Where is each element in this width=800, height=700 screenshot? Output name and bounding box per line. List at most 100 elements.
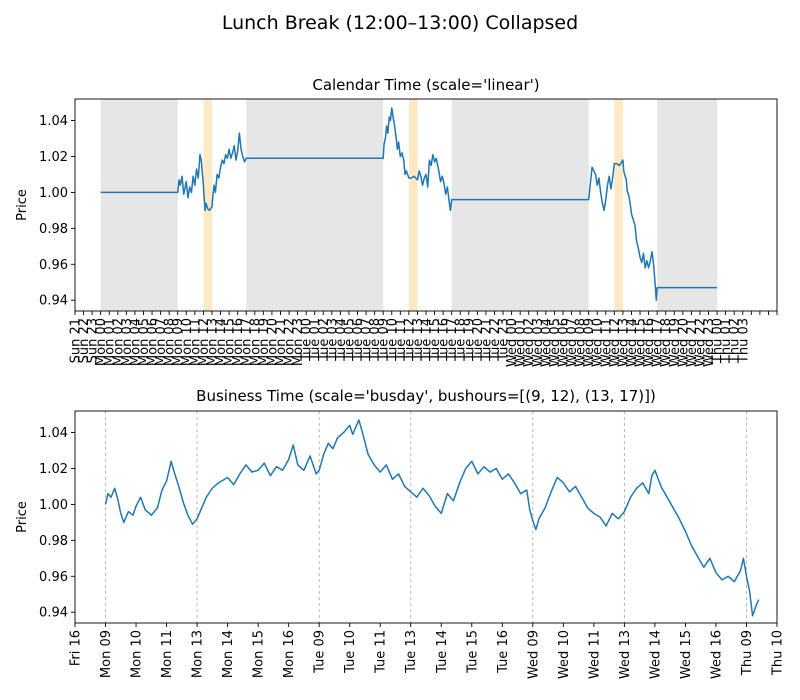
x-tick-label: Mon 06: [146, 318, 161, 366]
x-tick-label: Tue 10: [385, 318, 400, 362]
x-tick-label: Mon 02: [111, 318, 126, 366]
x-tick-label: Wed 10: [591, 318, 606, 367]
x-tick-label: Mon 11: [188, 318, 203, 366]
x-tick-label: Wed 15: [634, 318, 649, 367]
y-tick-label: 0.98: [39, 222, 68, 237]
figure-title: Lunch Break (12:00–13:00) Collapsed: [222, 12, 578, 34]
x-tick-label: Tue 11: [374, 630, 389, 674]
x-tick-label: Mon 09: [171, 318, 186, 366]
x-tick-label: Wed 23: [702, 318, 717, 367]
x-tick-label: Mon 09: [99, 630, 114, 678]
x-tick-label: Tue 21: [479, 318, 494, 362]
x-tick-label: Tue 09: [377, 318, 392, 362]
y-tick-label: 0.94: [39, 606, 68, 621]
x-tick-label: Tue 12: [402, 318, 417, 362]
x-tick-label: Wed 19: [668, 318, 683, 367]
x-tick-label: Wed 11: [587, 630, 602, 679]
x-tick-label: Wed 06: [556, 318, 571, 367]
x-tick-label: Wed 03: [531, 318, 546, 367]
x-tick-label: Mon 17: [240, 318, 255, 366]
chart-title: Business Time (scale='busday', bushours=…: [196, 387, 656, 405]
x-tick-label: Wed 04: [539, 318, 554, 367]
chart-title: Calendar Time (scale='linear'): [312, 76, 539, 94]
x-tick-label: Wed 01: [514, 318, 529, 367]
x-tick-label: Tue 05: [342, 318, 357, 362]
x-tick-label: Mon 08: [163, 318, 178, 366]
x-tick-label: Mon 05: [137, 318, 152, 366]
x-tick-label: Mon 07: [154, 318, 169, 366]
x-tick-label: Wed 11: [599, 318, 614, 367]
x-tick-label: Fri 16: [69, 630, 84, 666]
x-tick-label: Mon 11: [160, 630, 175, 678]
x-tick-label: Tue 11: [394, 318, 409, 362]
x-tick-label: Tue 13: [411, 318, 426, 362]
y-tick-label: 1.00: [39, 186, 68, 201]
x-tick-label: Wed 12: [608, 318, 623, 367]
x-tick-label: Tue 20: [471, 318, 486, 362]
x-tick-label: Mon 15: [252, 630, 267, 678]
x-tick-label: Wed 05: [548, 318, 563, 367]
business-time-chart: 0.94 0.96 0.98 1.00 1.02 1.04 Fri 16 Mon 09 Mon …: [15, 387, 786, 679]
x-tick-label: Wed 10: [557, 630, 572, 679]
x-tick-label: Mon 04: [128, 318, 143, 366]
x-tick-label: Mon 21: [274, 318, 289, 366]
x-tick-label: Tue 14: [435, 630, 450, 674]
x-tick-label: Mon 10: [130, 630, 145, 678]
y-tick-label: 0.94: [39, 294, 68, 309]
x-tick-label: Tue 06: [351, 318, 366, 362]
x-tick-label: Wed 17: [651, 318, 666, 367]
x-tick-label: Wed 09: [526, 630, 541, 679]
x-tick-label: Tue 02: [317, 318, 332, 362]
x-tick-label: Tue 03: [325, 318, 340, 362]
x-tick-label: Wed 16: [642, 318, 657, 367]
x-tick-label: Tue 04: [334, 318, 349, 362]
market-closed-region: [100, 99, 178, 311]
x-tick-label: Mon 13: [191, 630, 206, 678]
y-axis-label: Price: [15, 189, 30, 221]
price-series-line: [100, 107, 718, 301]
x-tick-label: Thu 02: [728, 318, 743, 364]
price-series-line: [104, 419, 760, 617]
x-tick-label: Mon 19: [257, 318, 272, 366]
x-tick-label: Wed 13: [616, 318, 631, 367]
x-tick-label: Wed 14: [648, 630, 663, 679]
x-tick-label: Tue 09: [313, 630, 328, 674]
x-tick-label: Tue 10: [343, 630, 358, 674]
x-tick-label: Mon 03: [120, 318, 135, 366]
x-tick-label: Thu 10: [771, 630, 786, 676]
lunch-break-region: [614, 99, 623, 311]
y-tick-label: 1.04: [39, 114, 68, 129]
x-tick-label: Mon 12: [197, 318, 212, 366]
y-tick-label: 0.96: [39, 258, 68, 273]
x-tick-label: Mon 15: [223, 318, 238, 366]
x-tick-label: Tue 15: [428, 318, 443, 362]
y-tick-label: 0.96: [39, 570, 68, 585]
y-tick-label: 1.00: [39, 498, 68, 513]
x-tick-label: Tue 14: [420, 318, 435, 362]
x-tick-label: Tue 08: [368, 318, 383, 362]
x-tick-label: Thu 01: [719, 318, 734, 364]
x-tick-label: Wed 13: [618, 630, 633, 679]
x-tick-label: Mon 14: [221, 630, 236, 678]
market-closed-region: [451, 99, 589, 311]
x-tick-label: Mon 16: [282, 630, 297, 678]
x-tick-label: Mon 16: [231, 318, 246, 366]
market-closed-region: [246, 99, 384, 311]
x-tick-label: Sun 23: [86, 318, 101, 363]
x-tick-label: Tue 18: [454, 318, 469, 362]
x-tick-label: Mon 10: [180, 318, 195, 366]
x-tick-label: Tue 17: [445, 318, 460, 362]
x-tick-label: Thu 03: [736, 318, 751, 364]
x-tick-label: Tue 23: [497, 318, 512, 362]
x-tick-label: Wed 16: [709, 630, 724, 679]
x-tick-label: Mon 00: [94, 318, 109, 366]
x-tick-label: Wed 09: [582, 318, 597, 367]
x-tick-label: Tue 16: [496, 630, 511, 674]
y-tick-label: 1.04: [39, 426, 68, 441]
x-tick-label: Tue 19: [462, 318, 477, 362]
x-tick-label: Wed 14: [625, 318, 640, 367]
x-tick-label: Mon 22: [283, 318, 298, 366]
x-tick-label: Sun 22: [77, 318, 92, 363]
lunch-break-region: [203, 99, 212, 311]
